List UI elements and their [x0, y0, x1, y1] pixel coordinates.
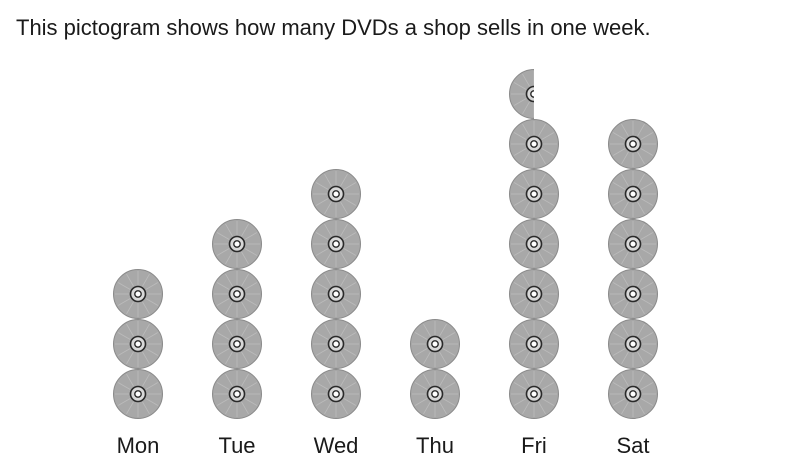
dvd-disc-icon [509, 169, 559, 219]
dvd-disc-icon [608, 319, 658, 369]
dvd-disc-icon [608, 219, 658, 269]
dvd-disc-icon [212, 319, 262, 369]
pictogram-column: Wed [311, 169, 361, 458]
dvd-disc-icon [509, 369, 559, 419]
question-text: This pictogram shows how many DVDs a sho… [16, 15, 651, 40]
day-label: Sat [616, 433, 649, 458]
dvd-disc-icon [608, 169, 658, 219]
dvd-disc-icon [113, 269, 163, 319]
pictogram-column: Fri [509, 69, 559, 458]
dvd-disc-icon [509, 119, 559, 169]
dvd-disc-icon [509, 219, 559, 269]
day-label: Tue [218, 433, 255, 458]
dvd-disc-icon [608, 369, 658, 419]
dvd-disc-icon [113, 319, 163, 369]
dvd-disc-icon [509, 269, 559, 319]
dvd-disc-icon [212, 219, 262, 269]
day-label: Mon [117, 433, 160, 458]
dvd-disc-icon [608, 119, 658, 169]
pictogram-column: Tue [212, 219, 262, 458]
day-label: Fri [521, 433, 547, 458]
dvd-disc-icon [311, 269, 361, 319]
day-label: Wed [314, 433, 359, 458]
pictogram-column: Mon [113, 269, 163, 458]
dvd-disc-icon [410, 369, 460, 419]
dvd-disc-icon [212, 269, 262, 319]
dvd-disc-icon [311, 169, 361, 219]
pictogram-column: Sat [608, 119, 658, 458]
dvd-disc-icon [311, 369, 361, 419]
dvd-disc-icon [410, 319, 460, 369]
dvd-disc-icon [608, 269, 658, 319]
dvd-disc-icon [212, 369, 262, 419]
dvd-disc-icon [509, 69, 534, 119]
dvd-disc-icon [311, 219, 361, 269]
pictogram-columns: Mon Tue Wed Thu Fri Sat [113, 69, 658, 458]
dvd-disc-icon [509, 319, 559, 369]
pictogram-column: Thu [410, 319, 460, 458]
day-label: Thu [416, 433, 454, 458]
dvd-disc-icon [113, 369, 163, 419]
dvd-disc-icon [311, 319, 361, 369]
